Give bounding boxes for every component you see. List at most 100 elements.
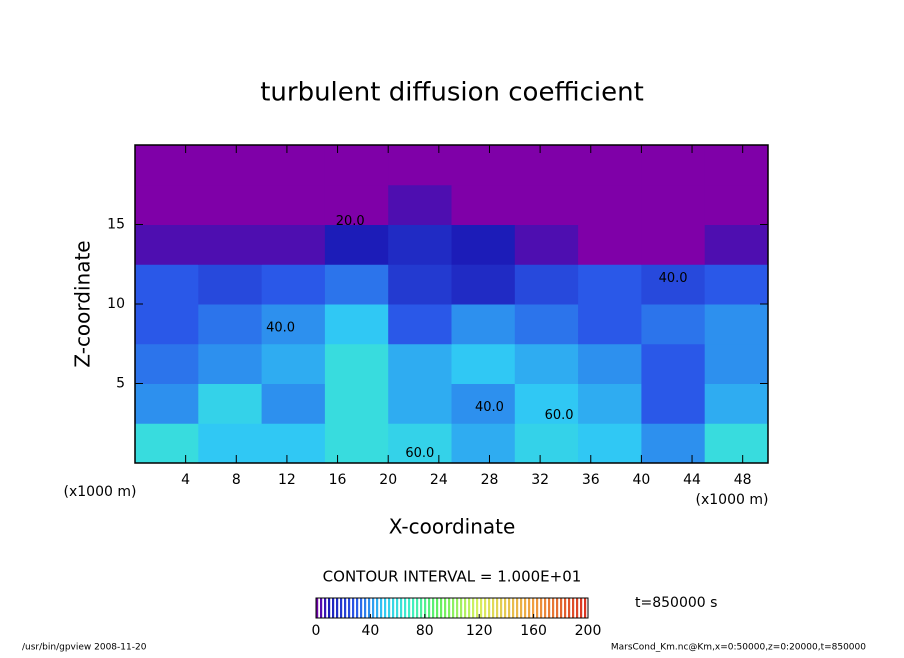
colorbar-stripe xyxy=(436,598,439,618)
heatmap-cell xyxy=(451,224,516,265)
heatmap-cell xyxy=(198,343,263,384)
colorbar-stripe xyxy=(384,598,387,618)
colorbar-stripe xyxy=(440,598,443,618)
heatmap-cell xyxy=(451,264,516,305)
colorbar-stripe xyxy=(316,598,319,618)
heatmap-cell xyxy=(704,184,769,225)
heatmap-cell xyxy=(451,184,516,225)
colorbar-stripe xyxy=(420,598,423,618)
colorbar-stripe xyxy=(380,598,383,618)
colorbar-stripe xyxy=(356,598,359,618)
colorbar-stripe xyxy=(576,598,579,618)
x-tick-label: 8 xyxy=(232,472,241,488)
heatmap-cell xyxy=(704,264,769,305)
heatmap-cell xyxy=(578,423,642,464)
x-tick-label: 20 xyxy=(379,472,397,488)
colorbar-stripe xyxy=(496,598,499,618)
colorbar-tick-label: 120 xyxy=(466,623,493,639)
heatmap-cell xyxy=(198,304,263,345)
heatmap-cell xyxy=(704,343,769,384)
colorbar-stripe xyxy=(344,598,347,618)
heatmap-cell xyxy=(388,224,452,265)
colorbar-tick-label: 200 xyxy=(575,623,602,639)
colorbar-stripe xyxy=(408,598,411,618)
y-tick-label: 10 xyxy=(107,296,125,312)
heatmap-cell xyxy=(514,343,579,384)
colorbar-stripe xyxy=(352,598,355,618)
colorbar-stripe xyxy=(376,598,379,618)
colorbar-stripe xyxy=(516,598,519,618)
colorbar-stripe xyxy=(424,598,427,618)
heatmap-cell xyxy=(641,145,706,186)
heatmap-cell xyxy=(704,145,769,186)
x-tick-label: 32 xyxy=(531,472,549,488)
heatmap-cell xyxy=(641,343,706,384)
colorbar-stripe xyxy=(536,598,539,618)
heatmap-cell xyxy=(261,304,326,345)
contour-label: 60.0 xyxy=(405,446,434,461)
colorbar-stripe xyxy=(564,598,567,618)
x-tick-label: 24 xyxy=(430,472,448,488)
heatmap-cell xyxy=(704,423,769,464)
heatmap-cell xyxy=(261,343,326,384)
heatmap-cell xyxy=(388,264,452,305)
x-tick-label: 36 xyxy=(582,472,600,488)
colorbar-stripe xyxy=(400,598,403,618)
colorbar-stripe xyxy=(388,598,391,618)
time-label: t=850000 s xyxy=(635,595,717,611)
colorbar-stripe xyxy=(568,598,571,618)
heatmap-cell xyxy=(135,264,199,305)
heatmap-cell xyxy=(388,343,452,384)
colorbar-stripe xyxy=(512,598,515,618)
heatmap-cell xyxy=(578,264,642,305)
heatmap-cell xyxy=(514,224,579,265)
colorbar-stripe xyxy=(528,598,531,618)
heatmap-cell xyxy=(198,423,263,464)
heatmap-cell xyxy=(324,304,389,345)
heatmap-cell xyxy=(135,224,199,265)
colorbar-stripe xyxy=(320,598,323,618)
colorbar-stripe xyxy=(432,598,435,618)
heatmap-cell xyxy=(198,264,263,305)
heatmap-cell xyxy=(451,383,516,424)
heatmap-cell xyxy=(514,184,579,225)
colorbar-stripe xyxy=(460,598,463,618)
colorbar-stripe xyxy=(500,598,503,618)
heatmap-cell xyxy=(704,304,769,345)
colorbar-stripe xyxy=(444,598,447,618)
heatmap-cell xyxy=(388,145,452,186)
heatmap-cell xyxy=(514,383,579,424)
contour-label: 40.0 xyxy=(475,400,504,415)
contour-label: 20.0 xyxy=(336,214,365,229)
heatmap-cell xyxy=(514,145,579,186)
colorbar-stripe xyxy=(332,598,335,618)
colorbar-stripe xyxy=(468,598,471,618)
heatmap-cell xyxy=(324,264,389,305)
colorbar-stripe xyxy=(336,598,339,618)
heatmap-cell xyxy=(135,383,199,424)
colorbar-stripe xyxy=(540,598,543,618)
heatmap-cell xyxy=(135,343,199,384)
heatmap-cell xyxy=(578,145,642,186)
heatmap-cell xyxy=(514,423,579,464)
colorbar-stripe xyxy=(452,598,455,618)
heatmap-cell xyxy=(578,343,642,384)
heatmap-cell xyxy=(261,224,326,265)
heatmap-cell xyxy=(198,184,263,225)
contour-label: 40.0 xyxy=(659,271,688,286)
heatmap-cell xyxy=(324,423,389,464)
x-tick-label: 40 xyxy=(632,472,650,488)
colorbar-stripe xyxy=(392,598,395,618)
y-tick-label: 15 xyxy=(107,217,125,233)
colorbar-stripe xyxy=(552,598,555,618)
heatmap-cell xyxy=(324,224,389,265)
colorbar-stripe xyxy=(416,598,419,618)
y-tick-label: 5 xyxy=(116,376,125,392)
colorbar-stripe xyxy=(548,598,551,618)
colorbar-stripe xyxy=(396,598,399,618)
heatmap-cell xyxy=(704,224,769,265)
colorbar-tick-label: 0 xyxy=(312,623,321,639)
heatmap-cell xyxy=(388,383,452,424)
colorbar-tick-label: 160 xyxy=(520,623,547,639)
heatmap-cell xyxy=(324,184,389,225)
